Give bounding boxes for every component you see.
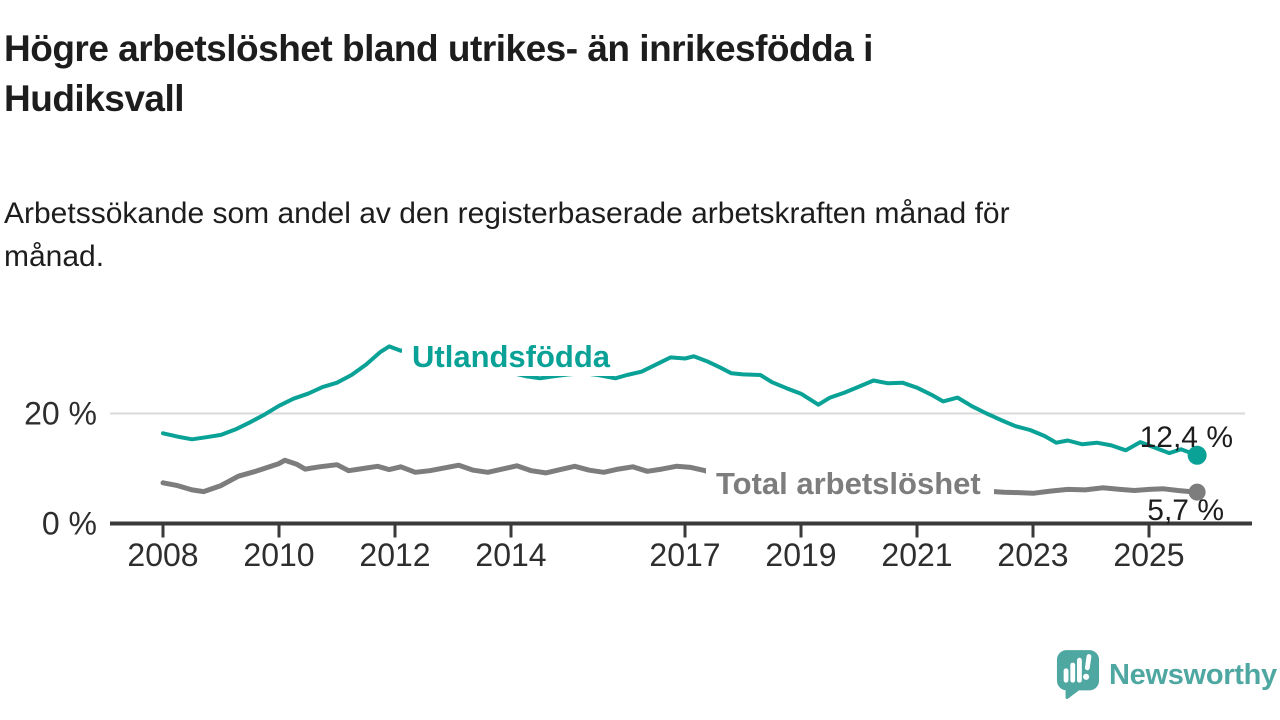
logo-bar-large — [1077, 657, 1082, 683]
x-tick-label-2008: 2008 — [127, 537, 198, 573]
subtitle-line-2: månad. — [4, 240, 105, 273]
title-line-2: Hudiksvall — [4, 78, 185, 119]
title-line-1: Högre arbetslöshet bland utrikes- än inr… — [4, 28, 873, 69]
series-label-backing-utlandsf-dda — [402, 336, 614, 376]
unemployment-line-chart: 2008 2010 2012 2014 2017 2019 2021 2023 2025 0 % 2… — [24, 336, 1252, 573]
page-title: Högre arbetslöshet bland utrikes- än inr… — [4, 24, 873, 124]
speech-bubble-tail — [1065, 684, 1083, 700]
series-line-utlandsf-dda — [161, 344, 1200, 458]
series-label-total-arbetsl-shet: Total arbetslöshet — [716, 466, 981, 501]
newsworthy-speech-bubble-icon — [1056, 650, 1100, 700]
end-value-label-total-arbetsl-shet: 5,7 % — [1147, 494, 1224, 527]
x-tick-label-2014: 2014 — [475, 537, 546, 573]
newsworthy-wordmark: Newsworthy — [1109, 659, 1277, 691]
end-dot-utlandsf-dda — [1187, 445, 1207, 465]
x-tick-label-2023: 2023 — [997, 537, 1068, 573]
x-tick-label-2025: 2025 — [1113, 537, 1184, 573]
series-line-total-arbetsl-shet — [160, 457, 1200, 496]
logo-bar-small — [1063, 668, 1069, 683]
y-axis-label-20: 20 % — [24, 396, 97, 432]
x-tick-label-2010: 2010 — [243, 537, 314, 573]
y-axis-label-0: 0 % — [42, 506, 97, 542]
series-label-backing-total-arbetsl-shet — [706, 465, 994, 503]
x-tick-label-2017: 2017 — [649, 537, 720, 573]
logo-bar-medium — [1070, 662, 1076, 683]
x-tick-label-2021: 2021 — [881, 537, 952, 573]
end-dot-total-arbetsl-shet — [1188, 483, 1206, 501]
logo-exclamation — [1083, 654, 1092, 680]
chart-subtitle: Arbetssökande som andel av den registerb… — [4, 192, 1010, 278]
end-value-label-utlandsf-dda: 12,4 % — [1140, 421, 1233, 454]
newsworthy-logo: Newsworthy — [1056, 649, 1277, 702]
x-tick-label-2012: 2012 — [359, 537, 430, 573]
series-label-utlandsf-dda: Utlandsfödda — [412, 339, 611, 374]
subtitle-line-1: Arbetssökande som andel av den registerb… — [4, 197, 1010, 230]
x-tick-label-2019: 2019 — [765, 537, 836, 573]
